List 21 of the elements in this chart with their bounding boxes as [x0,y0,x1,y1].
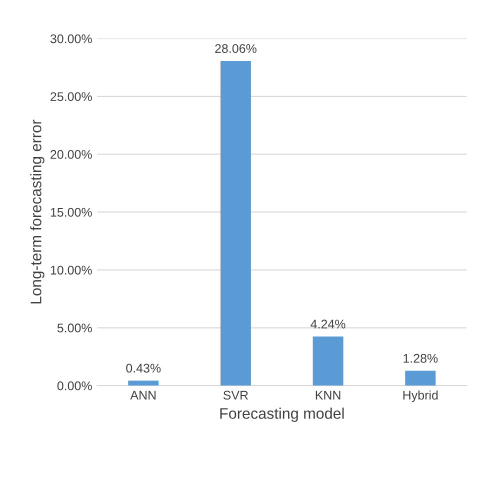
x-tick-label: SVR [223,390,248,400]
x-tick-label: Hybrid [403,390,438,402]
bar [312,336,344,386]
y-tick-label: 25.00% [50,92,92,102]
x-axis-title: Forecasting model [220,408,344,422]
data-label: 4.24% [310,320,346,328]
data-label: 28.06% [215,44,256,53]
bar [220,61,251,386]
y-tick-label: 10.00% [50,266,92,275]
bar [405,370,436,386]
x-tick-label: KNN [316,390,340,400]
y-tick-label: 20.00% [50,150,92,159]
y-tick-label: 0.00% [57,381,92,390]
y-tick-label: 15.00% [50,208,92,217]
y-axis-title: Long-term forecasting error [30,120,44,304]
data-label: 1.28% [404,354,438,363]
x-tick-label: ANN [130,390,156,400]
data-label: 0.43% [126,364,161,373]
bar [128,380,159,386]
y-tick-label: 30.00% [50,34,92,44]
y-tick-label: 5.00% [57,324,92,332]
